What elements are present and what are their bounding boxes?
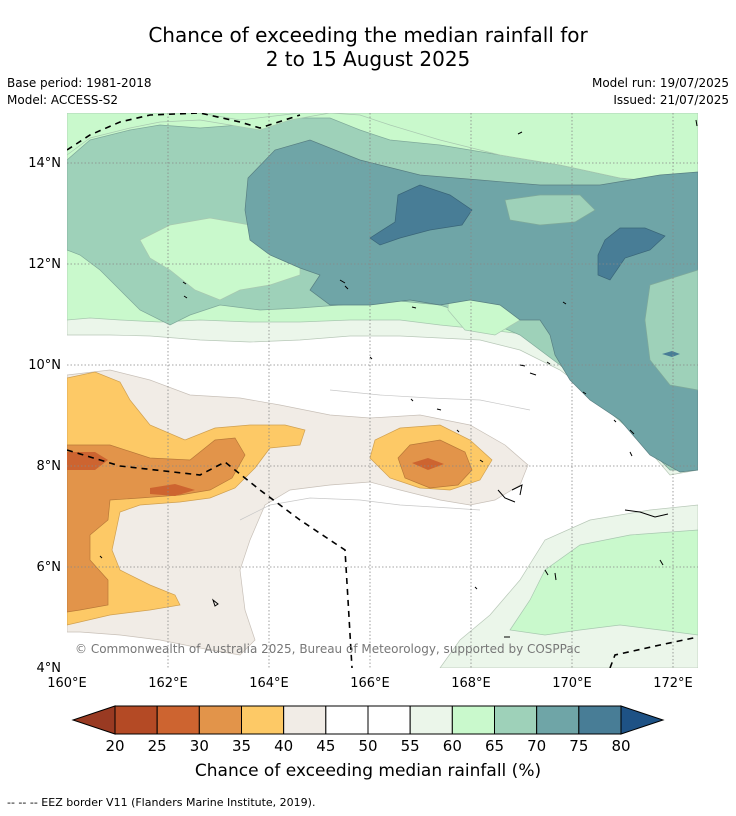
colorbar-tick-label: 40: [274, 737, 293, 755]
contour-70-75: [244, 139, 698, 473]
issued-label: Issued: 21/07/2025: [613, 93, 729, 107]
contour-60-65-north-strip: [67, 113, 698, 186]
contour-65-70-island-se: [644, 269, 698, 391]
x-tick-label: 168°E: [451, 676, 491, 691]
colorbar-tick-label: 60: [443, 737, 462, 755]
model-label: Model: ACCESS-S2: [7, 93, 119, 107]
y-tick-label: 4°N: [37, 661, 62, 676]
colorbar-tick-label: 50: [358, 737, 377, 755]
colorbar-tick-label: 75: [569, 737, 588, 755]
eez-border: [67, 113, 698, 668]
colorbar-cell: [578, 705, 622, 735]
contour-75-80-patch-1: [369, 184, 473, 246]
contour-25-30-patch-1: [67, 452, 108, 470]
colorbar-cell: [156, 705, 200, 735]
colorbar-cell: [114, 705, 158, 735]
y-tick-label: 10°N: [28, 358, 61, 373]
x-tick-label: 170°E: [552, 676, 592, 691]
contour-line-50b: [329, 389, 531, 411]
x-tick-label: 160°E: [47, 676, 87, 691]
contour-75-80-patch-2: [597, 227, 666, 281]
colorbar-tick-label: 55: [401, 737, 420, 755]
colorbar-tick-label: 20: [105, 737, 124, 755]
contour-65-70-island-east: [504, 194, 596, 226]
colorbar-tick-label: 70: [527, 737, 546, 755]
colorbar-cell: [536, 705, 580, 735]
colorbar-tick-label: 35: [232, 737, 251, 755]
colorbar-title: Chance of exceeding median rainfall (%): [194, 761, 542, 781]
contour-35-40-west: [67, 371, 306, 626]
contour-60-65-south: [509, 529, 698, 636]
colorbar-cell: [198, 705, 242, 735]
eez-border-legend: -- -- -- EEZ border V11 (Flanders Marine…: [7, 796, 316, 809]
contour-25-30-patch-2: [150, 484, 195, 496]
colorbar-cell: [325, 705, 369, 735]
colorbar-cell: [283, 705, 327, 735]
colorbar-over-arrow: [620, 705, 665, 735]
chart-title-line-1: Chance of exceeding the median rainfall …: [148, 23, 588, 47]
colorbar-cell: [409, 705, 453, 735]
colorbar-cell: [241, 705, 285, 735]
x-tick-label: 164°E: [249, 676, 289, 691]
map-plot-area: [67, 113, 698, 668]
colorbar-tick-label: 80: [611, 737, 630, 755]
y-tick-label: 14°N: [28, 156, 61, 171]
colorbar: 20 25 30 35 40 45 50 55 60 65 70 75 80: [71, 705, 665, 755]
contour-25-30-patch-3: [412, 458, 444, 470]
colorbar-under-arrow: [71, 705, 116, 735]
colorbar-cell: [494, 705, 538, 735]
x-tick-label: 162°E: [148, 676, 188, 691]
y-tick-label: 8°N: [37, 459, 62, 474]
x-tick-label: 166°E: [350, 676, 390, 691]
y-tick-label: 12°N: [28, 257, 61, 272]
colorbar-tick-label: 25: [148, 737, 167, 755]
y-axis-ticks: 4°N 6°N 8°N 10°N 12°N 14°N: [28, 156, 61, 676]
graticule: [67, 113, 698, 668]
chart-title-line-2: 2 to 15 August 2025: [265, 47, 471, 71]
copyright-notice: © Commonwealth of Australia 2025, Bureau…: [75, 642, 580, 656]
x-tick-label: 172°E: [653, 676, 693, 691]
colorbar-tick-label: 45: [316, 737, 335, 755]
colorbar-tick-label: 30: [190, 737, 209, 755]
contour-line-50: [239, 497, 481, 521]
colorbar-tick-label: 65: [485, 737, 504, 755]
colorbar-cell: [451, 705, 496, 735]
base-period-label: Base period: 1981-2018: [7, 76, 152, 90]
model-run-label: Model run: 19/07/2025: [591, 76, 729, 90]
colorbar-cell: [367, 705, 411, 735]
contour-75-80-patch-3: [662, 351, 680, 357]
contour-30-35-west: [67, 437, 246, 613]
islands: [99, 119, 698, 638]
y-tick-label: 6°N: [37, 560, 62, 575]
x-axis-ticks: 160°E 162°E 164°E 166°E 168°E 170°E 172°…: [47, 676, 693, 691]
